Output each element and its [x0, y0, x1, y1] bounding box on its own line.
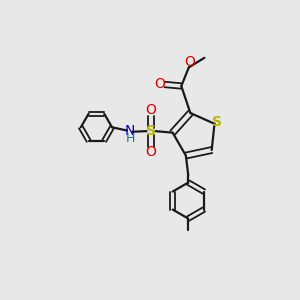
Text: H: H	[125, 132, 135, 145]
Text: S: S	[212, 115, 222, 129]
Text: O: O	[154, 77, 165, 92]
Text: S: S	[146, 124, 156, 138]
Text: N: N	[125, 124, 135, 137]
Text: O: O	[146, 103, 157, 117]
Text: O: O	[146, 145, 157, 159]
Text: O: O	[184, 55, 195, 69]
